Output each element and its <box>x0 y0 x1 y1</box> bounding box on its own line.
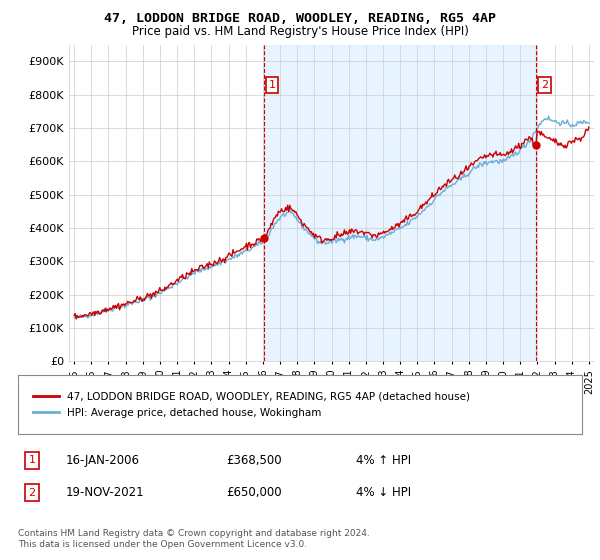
Text: 16-JAN-2006: 16-JAN-2006 <box>66 454 140 467</box>
Text: 4% ↑ HPI: 4% ↑ HPI <box>356 454 412 467</box>
Text: Contains HM Land Registry data © Crown copyright and database right 2024.
This d: Contains HM Land Registry data © Crown c… <box>18 529 370 549</box>
Text: £650,000: £650,000 <box>227 486 283 500</box>
Bar <box>263 45 536 361</box>
Text: 1: 1 <box>269 80 276 90</box>
Text: 2: 2 <box>541 80 548 90</box>
Text: 19-NOV-2021: 19-NOV-2021 <box>66 486 145 500</box>
Text: 4% ↓ HPI: 4% ↓ HPI <box>356 486 412 500</box>
Text: £368,500: £368,500 <box>227 454 283 467</box>
Text: 2: 2 <box>29 488 35 498</box>
Text: Price paid vs. HM Land Registry's House Price Index (HPI): Price paid vs. HM Land Registry's House … <box>131 25 469 38</box>
Legend: 47, LODDON BRIDGE ROAD, WOODLEY, READING, RG5 4AP (detached house), HPI: Average: 47, LODDON BRIDGE ROAD, WOODLEY, READING… <box>29 388 475 422</box>
Text: 1: 1 <box>29 455 35 465</box>
Text: 47, LODDON BRIDGE ROAD, WOODLEY, READING, RG5 4AP: 47, LODDON BRIDGE ROAD, WOODLEY, READING… <box>104 12 496 25</box>
